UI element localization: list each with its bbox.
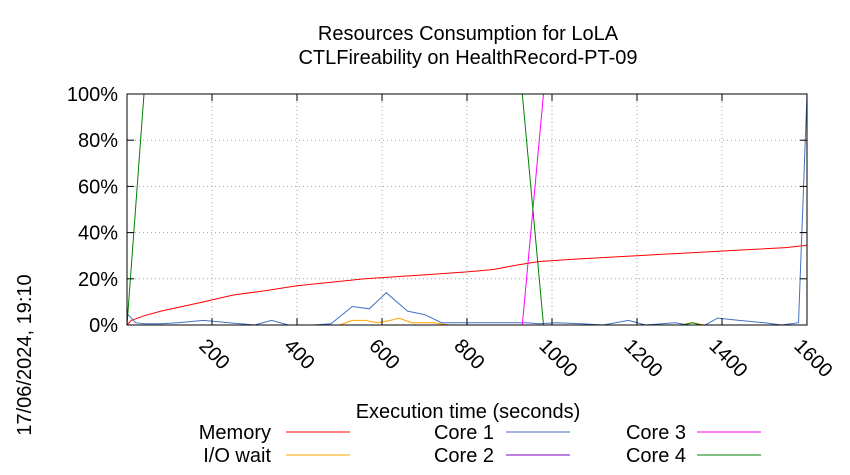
y-tick-label: 0% — [89, 315, 118, 337]
x-tick-label: 800 — [449, 335, 488, 374]
y-tick-label: 40% — [78, 223, 118, 245]
chart-title: Resources Consumption for LoLA — [318, 23, 619, 45]
x-tick-label: 1600 — [789, 335, 836, 382]
series-line-core-1 — [126, 93, 808, 326]
x-tick-label: 600 — [364, 335, 403, 374]
legend-label-core-4: Core 4 — [626, 445, 686, 467]
y-tick-label: 20% — [78, 269, 118, 291]
x-tick-label: 1200 — [619, 335, 666, 382]
x-axis-label: Execution time (seconds) — [356, 401, 581, 423]
chart-subtitle: CTLFireability on HealthRecord-PT-09 — [298, 47, 637, 69]
legend-label-memory: Memory — [199, 422, 271, 444]
legend-label-core-3: Core 3 — [626, 422, 686, 444]
x-tick-label: 400 — [279, 335, 318, 374]
x-tick-label: 1400 — [704, 335, 751, 382]
timestamp-label: 17/06/2024, 19:10 — [14, 274, 36, 435]
series-line-memory — [126, 244, 808, 326]
legend-label-core-2: Core 2 — [434, 445, 494, 467]
x-tick-label: 200 — [194, 335, 233, 374]
y-tick-label: 80% — [78, 130, 118, 152]
grid-lines — [127, 94, 807, 325]
x-tick-label: 1000 — [534, 335, 581, 382]
legend-label-core-1: Core 1 — [434, 422, 494, 444]
legend-label-i-o-wait: I/O wait — [203, 445, 271, 467]
y-tick-label: 60% — [78, 176, 118, 198]
y-tick-label: 100% — [67, 84, 118, 106]
